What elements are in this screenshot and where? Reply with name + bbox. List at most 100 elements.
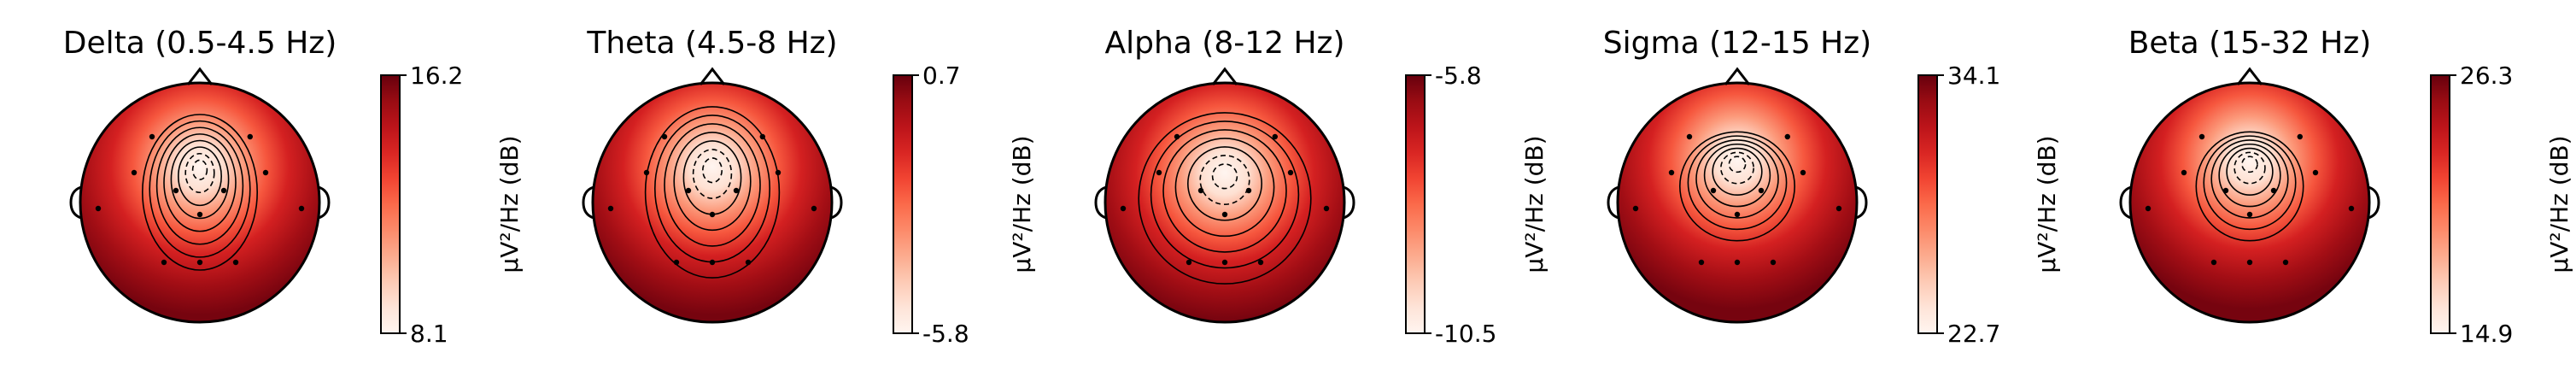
sensor-dot	[709, 211, 716, 218]
contour-line	[1138, 112, 1312, 285]
sensor-dot	[2348, 205, 2355, 212]
sensor-dot	[247, 133, 253, 140]
contour-line	[1174, 138, 1275, 238]
contour-line	[1199, 155, 1250, 205]
sensor-dot	[196, 259, 203, 266]
sensor-dot	[1186, 259, 1192, 266]
sensor-dot	[811, 205, 817, 212]
left-ear-outline	[1607, 185, 1619, 220]
sensor-dot	[1758, 187, 1765, 194]
contour-line	[1728, 156, 1747, 173]
topomap-title: Delta (0.5-4.5 Hz)	[63, 26, 337, 61]
sensor-dot	[2222, 187, 2229, 194]
topomap-field	[593, 83, 832, 322]
sensor-dot	[775, 169, 782, 176]
colorbar-min-tick-label: -5.8	[922, 320, 969, 348]
sensor-dot	[1174, 133, 1180, 140]
contour-line	[170, 139, 230, 220]
sensor-dot	[1272, 133, 1279, 140]
contour-line	[2241, 156, 2258, 173]
sensor-dot	[2270, 187, 2277, 194]
sensor-dot	[149, 133, 155, 140]
colorbar-max-tick-label: 0.7	[922, 62, 961, 90]
colorbar	[1917, 74, 1938, 334]
sensor-dot	[1668, 169, 1675, 176]
sensor-dot	[1120, 205, 1127, 212]
sensor-dot	[2312, 169, 2319, 176]
contour-line	[701, 157, 723, 184]
colorbar-label: µV²/Hz (dB)	[2545, 135, 2573, 273]
topomap-field	[2130, 83, 2369, 322]
sensor-dot	[1710, 187, 1717, 194]
topomap-title: Beta (15-32 Hz)	[2128, 26, 2372, 61]
contour-line	[155, 126, 244, 245]
sensor-dot	[2181, 169, 2187, 176]
sensor-dot	[745, 259, 752, 266]
contour-line	[163, 133, 237, 232]
sensor-dot	[1686, 133, 1693, 140]
head-outline	[591, 81, 834, 324]
contour-line	[2210, 139, 2289, 219]
contour-line	[1187, 146, 1263, 221]
nose-outline	[699, 67, 726, 85]
contour-line	[2234, 151, 2266, 185]
colorbar-min-tick-label: 8.1	[410, 320, 448, 348]
sensor-dot	[196, 211, 203, 218]
colorbar-label: µV²/Hz (dB)	[1520, 135, 1549, 273]
contour-line	[692, 149, 733, 199]
right-ear-outline	[1343, 185, 1355, 220]
sensor-dot	[2297, 133, 2303, 140]
sensor-dot	[173, 187, 179, 194]
left-ear-outline	[1094, 185, 1107, 220]
colorbar-label: µV²/Hz (dB)	[2033, 135, 2061, 273]
nose-outline	[1211, 67, 1238, 85]
contour-line	[1703, 143, 1771, 208]
sensor-dot	[2246, 259, 2253, 266]
nose-outline	[186, 67, 214, 85]
right-ear-outline	[2368, 185, 2380, 220]
head-outline	[1616, 81, 1859, 324]
sensor-dot	[1287, 169, 1294, 176]
head-outline	[79, 81, 321, 324]
sensor-dot	[2282, 259, 2289, 266]
topomap-field	[1618, 83, 1857, 322]
contour-line	[1712, 147, 1763, 196]
sensor-dot	[2246, 211, 2253, 218]
sensor-dot	[220, 187, 227, 194]
contour-line	[1679, 131, 1796, 242]
sensor-dot	[161, 259, 167, 266]
contour-line	[1687, 135, 1788, 231]
colorbar	[1405, 74, 1426, 334]
colorbar-min-tick-label: -10.5	[1435, 320, 1496, 348]
sensor-dot	[1784, 133, 1790, 140]
sensor-dot	[1835, 205, 1842, 212]
contour-line	[149, 120, 251, 258]
sensor-dot	[131, 169, 138, 176]
head-outline	[2128, 81, 2371, 324]
sensor-dot	[709, 259, 716, 266]
sensor-dot	[1156, 169, 1162, 176]
contour-line	[1720, 151, 1755, 185]
colorbar	[2430, 74, 2450, 334]
colorbar-max-tick-label: 16.2	[410, 62, 463, 90]
nose-outline	[1724, 67, 1751, 85]
topomap-panel: Alpha (8-12 Hz) -5.8 -10.5 µV²/Hz (dB)	[1094, 26, 1549, 348]
contour-line	[142, 114, 258, 271]
sensor-dot	[661, 133, 668, 140]
colorbar-label: µV²/Hz (dB)	[1008, 135, 1036, 273]
topomap-field	[80, 83, 319, 322]
colorbar	[380, 74, 401, 334]
topomap-panel: Sigma (12-15 Hz) 34.1 22.7 µV²/Hz (dB)	[1603, 26, 2061, 348]
sensor-dot	[1734, 211, 1741, 218]
colorbar	[893, 74, 913, 334]
sensor-dot	[673, 259, 680, 266]
sensor-dot	[2198, 133, 2205, 140]
topomap-title: Sigma (12-15 Hz)	[1603, 26, 1871, 61]
right-ear-outline	[318, 185, 331, 220]
colorbar-max-tick-label: -5.8	[1435, 62, 1482, 90]
colorbar-max-tick-label: 34.1	[1947, 62, 2000, 90]
contour-line	[184, 152, 215, 194]
left-ear-outline	[69, 185, 82, 220]
topomap-title: Theta (4.5-8 Hz)	[586, 26, 837, 61]
